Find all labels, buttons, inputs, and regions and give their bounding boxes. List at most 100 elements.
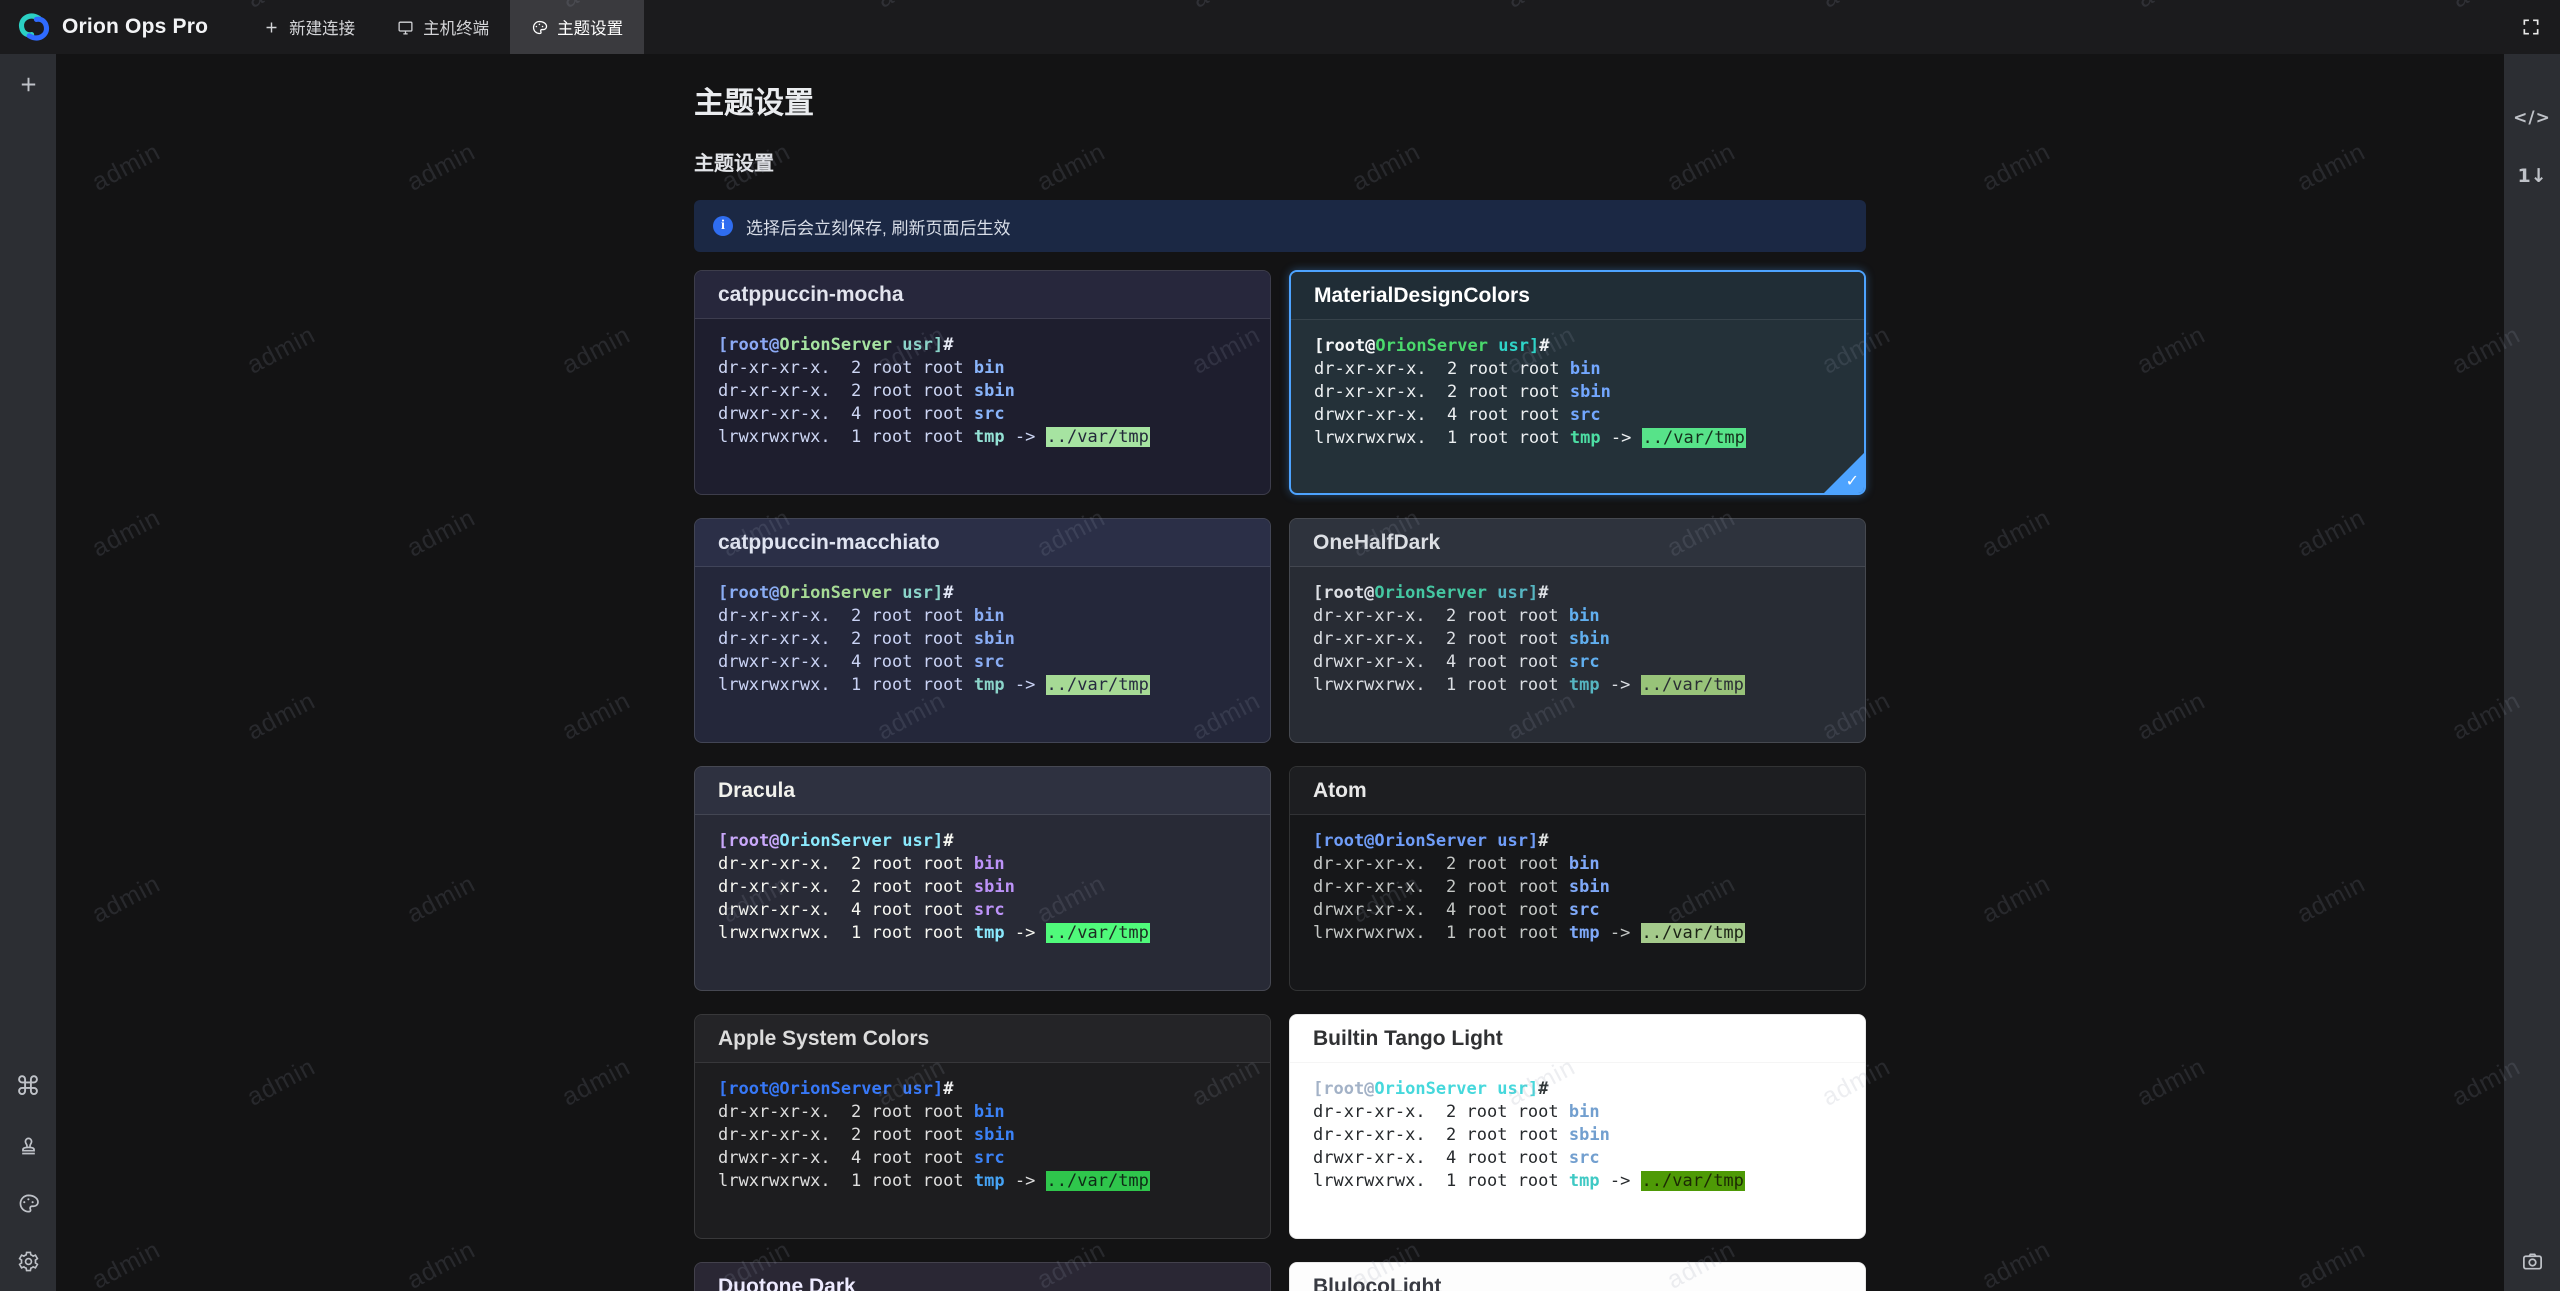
link-target-highlight: ../var/tmp	[1045, 923, 1150, 943]
theme-button[interactable]	[14, 1189, 42, 1217]
terminal-ls-link-line: lrwxrwxrwx. 1 root root tmp -> ../var/tm…	[1314, 428, 1746, 448]
theme-card-title: OneHalfDark	[1290, 519, 1865, 567]
terminal-ls-line: dr-xr-xr-x. 2 root root sbin	[1313, 877, 1610, 897]
theme-card-title: Builtin Tango Light	[1290, 1015, 1865, 1063]
terminal-ls-link-line: lrwxrwxrwx. 1 root root tmp -> ../var/tm…	[718, 675, 1150, 695]
info-alert: i 选择后会立刻保存, 刷新页面后生效	[694, 200, 1866, 252]
link-target-highlight: ../var/tmp	[1045, 1171, 1150, 1191]
terminal-ls-line: drwxr-xr-x. 4 root root src	[718, 900, 1005, 920]
terminal-ls-line: dr-xr-xr-x. 2 root root sbin	[1314, 382, 1611, 402]
link-target-highlight: ../var/tmp	[1640, 675, 1745, 695]
palette-icon	[531, 19, 548, 36]
command-button[interactable]: ⌘	[14, 1073, 42, 1101]
plus-icon	[263, 19, 280, 36]
theme-card-title: BlulocoLight	[1290, 1263, 1865, 1291]
theme-card-materialdesigncolors[interactable]: MaterialDesignColors [root@OrionServer us…	[1289, 270, 1866, 495]
terminal-preview: [root@OrionServer usr]# dr-xr-xr-x. 2 roo…	[695, 815, 1270, 945]
tab-label: 新建连接	[289, 20, 356, 38]
info-alert-text: 选择后会立刻保存, 刷新页面后生效	[746, 218, 1011, 238]
terminal-prompt-line: [root@OrionServer usr]#	[1313, 583, 1549, 603]
theme-card-title: catppuccin-mocha	[695, 271, 1270, 319]
add-button[interactable]	[14, 70, 42, 98]
tab-new-connection[interactable]: 新建连接	[242, 0, 376, 54]
terminal-ls-line: dr-xr-xr-x. 2 root root bin	[1314, 359, 1601, 379]
tab-theme-settings[interactable]: 主题设置	[510, 0, 645, 54]
monitor-icon	[397, 19, 414, 36]
theme-card-catppuccin-mocha[interactable]: catppuccin-mocha [root@OrionServer usr]# d…	[694, 270, 1271, 495]
theme-card-apple-system-colors[interactable]: Apple System Colors [root@OrionServer usr…	[694, 1014, 1271, 1239]
terminal-ls-line: dr-xr-xr-x. 2 root root sbin	[718, 1125, 1015, 1145]
app-title: Orion Ops Pro	[62, 15, 209, 38]
terminal-ls-line: dr-xr-xr-x. 2 root root sbin	[1313, 1125, 1610, 1145]
terminal-ls-link-line: lrwxrwxrwx. 1 root root tmp -> ../var/tm…	[718, 1171, 1150, 1191]
terminal-ls-link-line: lrwxrwxrwx. 1 root root tmp -> ../var/tm…	[1313, 675, 1745, 695]
settings-button[interactable]	[14, 1247, 42, 1275]
section-title: 主题设置	[694, 153, 774, 175]
right-rail: </> 1↓	[2504, 54, 2560, 1291]
terminal-preview: [root@OrionServer usr]# dr-xr-xr-x. 2 roo…	[695, 567, 1270, 697]
terminal-ls-line: dr-xr-xr-x. 2 root root bin	[1313, 606, 1600, 626]
terminal-ls-line: drwxr-xr-x. 4 root root src	[1313, 1148, 1600, 1168]
theme-card-catppuccin-macchiato[interactable]: catppuccin-macchiato [root@OrionServer us…	[694, 518, 1271, 743]
info-icon: i	[713, 216, 733, 236]
terminal-prompt-line: [root@OrionServer usr]#	[718, 583, 954, 603]
stamp-button[interactable]	[14, 1131, 42, 1159]
sort-icon: 1↓	[2517, 164, 2547, 187]
code-button[interactable]: </>	[2513, 104, 2550, 132]
code-icon: </>	[2513, 107, 2551, 128]
terminal-prompt-line: [root@OrionServer usr]#	[718, 1079, 954, 1099]
theme-card-dracula[interactable]: Dracula [root@OrionServer usr]# dr-xr-xr-x…	[694, 766, 1271, 991]
terminal-preview: [root@OrionServer usr]# dr-xr-xr-x. 2 roo…	[1290, 1063, 1865, 1193]
terminal-ls-line: dr-xr-xr-x. 2 root root bin	[718, 358, 1005, 378]
theme-card-title: catppuccin-macchiato	[695, 519, 1270, 567]
terminal-ls-line: drwxr-xr-x. 4 root root src	[1313, 900, 1600, 920]
terminal-preview: [root@OrionServer usr]# dr-xr-xr-x. 2 roo…	[695, 1063, 1270, 1193]
link-target-highlight: ../var/tmp	[1045, 427, 1150, 447]
left-rail: ⌘	[0, 54, 56, 1291]
terminal-prompt-line: [root@OrionServer usr]#	[1313, 1079, 1549, 1099]
fullscreen-icon	[2523, 19, 2539, 35]
terminal-ls-line: dr-xr-xr-x. 2 root root bin	[718, 606, 1005, 626]
terminal-prompt-line: [root@OrionServer usr]#	[1314, 336, 1550, 356]
topbar: Orion Ops Pro 新建连接 主机终端 主题设置	[0, 0, 2560, 54]
terminal-ls-line: drwxr-xr-x. 4 root root src	[1314, 405, 1601, 425]
selected-corner-badge	[1824, 453, 1864, 493]
terminal-preview: [root@OrionServer usr]# dr-xr-xr-x. 2 roo…	[1290, 815, 1865, 945]
theme-card-title: Dracula	[695, 767, 1270, 815]
theme-grid: catppuccin-mocha [root@OrionServer usr]# d…	[694, 270, 1866, 1291]
stamp-icon	[17, 1134, 40, 1157]
page-title: 主题设置	[694, 87, 814, 120]
terminal-ls-link-line: lrwxrwxrwx. 1 root root tmp -> ../var/tm…	[718, 427, 1150, 447]
command-icon: ⌘	[15, 1072, 41, 1102]
theme-card-title: Duotone Dark	[695, 1263, 1270, 1291]
link-target-highlight: ../var/tmp	[1640, 923, 1745, 943]
terminal-preview: [root@OrionServer usr]# dr-xr-xr-x. 2 roo…	[1290, 567, 1865, 697]
terminal-ls-line: dr-xr-xr-x. 2 root root bin	[1313, 1102, 1600, 1122]
tab-label: 主题设置	[557, 20, 624, 38]
terminal-ls-line: drwxr-xr-x. 4 root root src	[1313, 652, 1600, 672]
plus-icon	[17, 73, 40, 96]
theme-card-atom[interactable]: Atom [root@OrionServer usr]# dr-xr-xr-x. 2…	[1289, 766, 1866, 991]
theme-card-duotone-dark[interactable]: Duotone Dark[root@OrionServer usr]#dr-xr…	[694, 1262, 1271, 1291]
theme-card-onehalfdark[interactable]: OneHalfDark [root@OrionServer usr]# dr-xr-…	[1289, 518, 1866, 743]
terminal-ls-line: dr-xr-xr-x. 2 root root sbin	[718, 629, 1015, 649]
palette-icon	[17, 1192, 40, 1215]
terminal-ls-line: drwxr-xr-x. 4 root root src	[718, 652, 1005, 672]
terminal-ls-link-line: lrwxrwxrwx. 1 root root tmp -> ../var/tm…	[718, 923, 1150, 943]
terminal-ls-link-line: lrwxrwxrwx. 1 root root tmp -> ../var/tm…	[1313, 1171, 1745, 1191]
terminal-prompt-line: [root@OrionServer usr]#	[718, 831, 954, 851]
theme-card-builtin-tango-light[interactable]: Builtin Tango Light [root@OrionServer usr…	[1289, 1014, 1866, 1239]
screenshot-button[interactable]	[2518, 1247, 2546, 1275]
terminal-prompt-line: [root@OrionServer usr]#	[1313, 831, 1549, 851]
theme-card-title: Atom	[1290, 767, 1865, 815]
sort-button[interactable]: 1↓	[2517, 162, 2547, 190]
terminal-ls-line: dr-xr-xr-x. 2 root root bin	[718, 854, 1005, 874]
topbar-tabs: 新建连接 主机终端 主题设置	[242, 0, 645, 54]
terminal-ls-line: dr-xr-xr-x. 2 root root sbin	[718, 877, 1015, 897]
check-icon: ✓	[1845, 471, 1859, 490]
theme-card-blulocolight[interactable]: BlulocoLight[root@OrionServer usr]#dr-xr…	[1289, 1262, 1866, 1291]
app-logo: Orion Ops Pro	[16, 11, 208, 43]
tab-host-terminal[interactable]: 主机终端	[376, 0, 510, 54]
fullscreen-button[interactable]	[2516, 12, 2546, 42]
